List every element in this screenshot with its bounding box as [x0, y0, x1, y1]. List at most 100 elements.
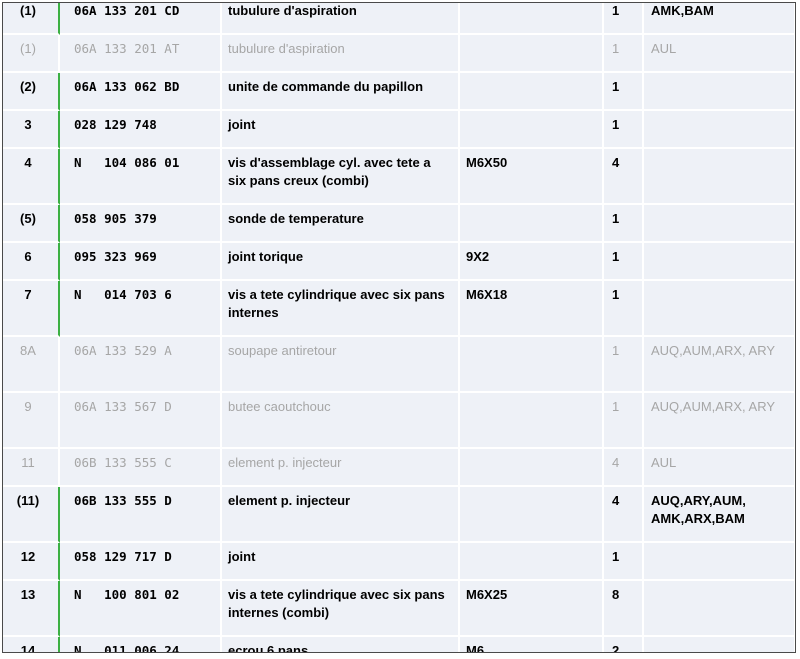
- engine-codes-cell: [644, 637, 795, 652]
- table-row[interactable]: 3 028 129 748 joint 1: [3, 111, 795, 149]
- size-cell: M6: [460, 637, 604, 652]
- size-cell: M6X25: [460, 581, 604, 637]
- part-number-cell: N 011 006 24: [60, 637, 222, 652]
- size-cell: [460, 73, 604, 111]
- description-cell: vis d'assemblage cyl. avec tete a six pa…: [222, 149, 460, 205]
- table-row[interactable]: 14 N 011 006 24 ecrou 6 pans M6 2: [3, 637, 795, 652]
- quantity-cell: 2: [604, 637, 644, 652]
- part-number-cell: 058 905 379: [60, 205, 222, 243]
- size-cell: [460, 3, 604, 35]
- part-number-cell: 028 129 748: [60, 111, 222, 149]
- engine-codes-cell: AUQ,AUM,ARX, ARY: [644, 393, 795, 449]
- quantity-cell: 1: [604, 35, 644, 73]
- table-row[interactable]: (5) 058 905 379 sonde de temperature 1: [3, 205, 795, 243]
- part-number-cell: 06A 133 201 CD: [60, 3, 222, 35]
- size-cell: [460, 205, 604, 243]
- table-row[interactable]: (2) 06A 133 062 BD unite de commande du pa…: [3, 73, 795, 111]
- description-cell: element p. injecteur: [222, 487, 460, 543]
- description-cell: ecrou 6 pans: [222, 637, 460, 652]
- part-number-cell: N 014 703 6: [60, 281, 222, 337]
- quantity-cell: 1: [604, 205, 644, 243]
- size-cell: [460, 449, 604, 487]
- position-cell: 8A: [3, 337, 60, 393]
- engine-codes-cell: [644, 73, 795, 111]
- part-number-cell: 06A 133 529 A: [60, 337, 222, 393]
- quantity-cell: 8: [604, 581, 644, 637]
- position-cell: 11: [3, 449, 60, 487]
- position-cell: 7: [3, 281, 60, 337]
- engine-codes-cell: AUQ,ARY,AUM, AMK,ARX,BAM: [644, 487, 795, 543]
- description-cell: sonde de temperature: [222, 205, 460, 243]
- quantity-cell: 1: [604, 337, 644, 393]
- position-cell: (1): [3, 35, 60, 73]
- table-row[interactable]: 13 N 100 801 02 vis a tete cylindrique ave…: [3, 581, 795, 637]
- position-cell: 9: [3, 393, 60, 449]
- table-row[interactable]: 6 095 323 969 joint torique 9X2 1: [3, 243, 795, 281]
- engine-codes-cell: AUL: [644, 449, 795, 487]
- size-cell: M6X50: [460, 149, 604, 205]
- description-cell: soupape antiretour: [222, 337, 460, 393]
- engine-codes-cell: AUL: [644, 35, 795, 73]
- quantity-cell: 4: [604, 487, 644, 543]
- part-number-cell: N 100 801 02: [60, 581, 222, 637]
- engine-codes-cell: AUQ,AUM,ARX, ARY: [644, 337, 795, 393]
- engine-codes-cell: [644, 543, 795, 581]
- position-cell: 4: [3, 149, 60, 205]
- table-row[interactable]: (1) 06A 133 201 CD tubulure d'aspiration 1 A…: [3, 3, 795, 35]
- engine-codes-cell: [644, 205, 795, 243]
- part-number-cell: N 104 086 01: [60, 149, 222, 205]
- size-cell: [460, 393, 604, 449]
- size-cell: [460, 35, 604, 73]
- position-cell: (11): [3, 487, 60, 543]
- description-cell: vis a tete cylindrique avec six pans int…: [222, 281, 460, 337]
- size-cell: M6X18: [460, 281, 604, 337]
- size-cell: 9X2: [460, 243, 604, 281]
- part-number-cell: 06B 133 555 D: [60, 487, 222, 543]
- description-cell: butee caoutchouc: [222, 393, 460, 449]
- description-cell: joint: [222, 543, 460, 581]
- quantity-cell: 1: [604, 393, 644, 449]
- engine-codes-cell: [644, 111, 795, 149]
- position-cell: 12: [3, 543, 60, 581]
- size-cell: [460, 337, 604, 393]
- engine-codes-cell: [644, 581, 795, 637]
- table-row[interactable]: (1) 06A 133 201 AT tubulure d'aspiration 1 A…: [3, 35, 795, 73]
- quantity-cell: 1: [604, 73, 644, 111]
- size-cell: [460, 111, 604, 149]
- position-cell: (1): [3, 3, 60, 35]
- quantity-cell: 1: [604, 111, 644, 149]
- description-cell: vis a tete cylindrique avec six pans int…: [222, 581, 460, 637]
- position-cell: 14: [3, 637, 60, 652]
- engine-codes-cell: [644, 243, 795, 281]
- part-number-cell: 06A 133 567 D: [60, 393, 222, 449]
- part-number-cell: 095 323 969: [60, 243, 222, 281]
- position-cell: (2): [3, 73, 60, 111]
- part-number-cell: 06A 133 062 BD: [60, 73, 222, 111]
- engine-codes-cell: [644, 281, 795, 337]
- position-cell: 13: [3, 581, 60, 637]
- part-number-cell: 06A 133 201 AT: [60, 35, 222, 73]
- description-cell: tubulure d'aspiration: [222, 3, 460, 35]
- quantity-cell: 1: [604, 3, 644, 35]
- quantity-cell: 1: [604, 281, 644, 337]
- quantity-cell: 1: [604, 543, 644, 581]
- description-cell: unite de commande du papillon: [222, 73, 460, 111]
- part-number-cell: 058 129 717 D: [60, 543, 222, 581]
- position-cell: 3: [3, 111, 60, 149]
- description-cell: joint: [222, 111, 460, 149]
- quantity-cell: 4: [604, 449, 644, 487]
- description-cell: tubulure d'aspiration: [222, 35, 460, 73]
- position-cell: (5): [3, 205, 60, 243]
- quantity-cell: 1: [604, 243, 644, 281]
- engine-codes-cell: AMK,BAM: [644, 3, 795, 35]
